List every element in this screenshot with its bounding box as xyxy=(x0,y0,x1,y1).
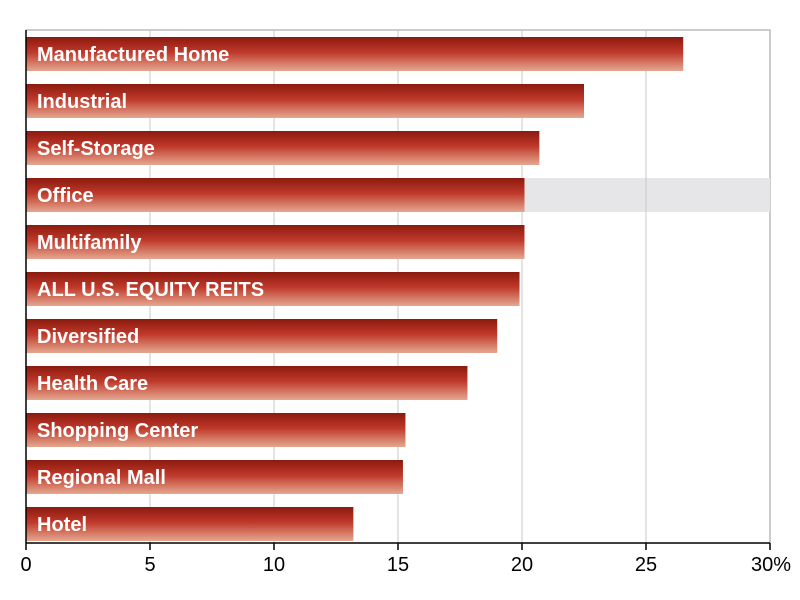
bar-industrial xyxy=(26,84,584,118)
x-tick-label: 10 xyxy=(263,554,285,576)
bar-label: Health Care xyxy=(37,373,148,395)
bar-shopping-center xyxy=(26,413,406,447)
x-tick-label: 30% xyxy=(751,554,791,576)
bar-hotel xyxy=(26,507,354,541)
bar-label: Self-Storage xyxy=(37,138,155,160)
bar-label: Hotel xyxy=(37,514,87,536)
bar-label: Regional Mall xyxy=(37,467,166,489)
bar-all-u-s-equity-reits xyxy=(26,272,520,306)
bar-regional-mall xyxy=(26,460,403,494)
bar-manufactured-home xyxy=(26,37,684,71)
bar-label: Manufactured Home xyxy=(37,44,229,66)
bar-multifamily xyxy=(26,225,525,259)
bar-label: Industrial xyxy=(37,91,127,113)
bar-self-storage xyxy=(26,131,540,165)
x-tick-label: 0 xyxy=(20,554,31,576)
bar-label: Diversified xyxy=(37,326,139,348)
bar-label: Shopping Center xyxy=(37,420,198,442)
x-tick-label: 20 xyxy=(511,554,533,576)
bar-label: Multifamily xyxy=(37,232,142,254)
bar-health-care xyxy=(26,366,468,400)
bar-office xyxy=(26,178,525,212)
x-tick-label: 25 xyxy=(635,554,657,576)
bar-label: ALL U.S. EQUITY REITS xyxy=(37,279,264,301)
bar-label: Office xyxy=(37,185,94,207)
x-tick-label: 5 xyxy=(144,554,155,576)
x-tick-label: 15 xyxy=(387,554,409,576)
bar-diversified xyxy=(26,319,498,353)
